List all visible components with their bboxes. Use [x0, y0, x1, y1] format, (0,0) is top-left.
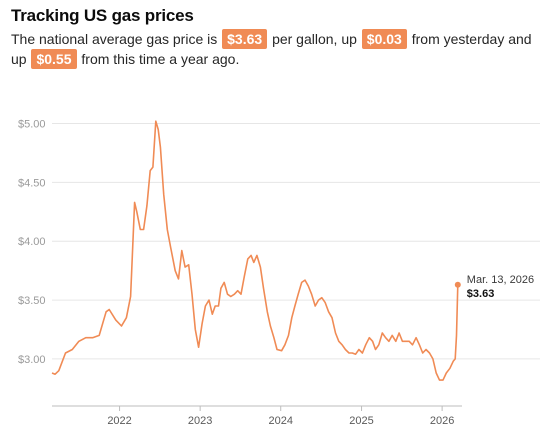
y-tick-label: $5.00: [18, 119, 46, 131]
chart-title: Tracking US gas prices: [11, 6, 194, 25]
annotation-date: Mar. 13, 2026: [467, 274, 534, 286]
x-tick-label: 2026: [430, 415, 454, 427]
x-tick-label: 2024: [268, 415, 292, 427]
subtitle-text-1: The national average gas price is: [11, 31, 218, 47]
subtitle-text-3: from yesterday and up: [11, 31, 532, 67]
year-change-badge: $0.55: [31, 49, 77, 69]
y-tick-label: $3.50: [18, 295, 46, 307]
chart-subtitle: The national average gas price is $3.63 …: [11, 29, 547, 69]
day-change-badge: $0.03: [361, 29, 407, 49]
annotation-value: $3.63: [467, 288, 495, 300]
x-tick-label: 2022: [107, 415, 131, 427]
y-tick-label: $3.00: [18, 354, 46, 366]
x-tick-label: 2025: [349, 415, 373, 427]
price-line: [51, 120, 459, 381]
y-tick-label: $4.00: [18, 236, 46, 248]
subtitle-text-2: per gallon, up: [272, 31, 357, 47]
current-price-badge: $3.63: [222, 29, 268, 49]
latest-price-point: [454, 281, 461, 288]
y-tick-label: $4.50: [18, 177, 46, 189]
subtitle-text-4: from this time a year ago.: [81, 51, 240, 67]
x-tick-label: 2023: [188, 415, 212, 427]
